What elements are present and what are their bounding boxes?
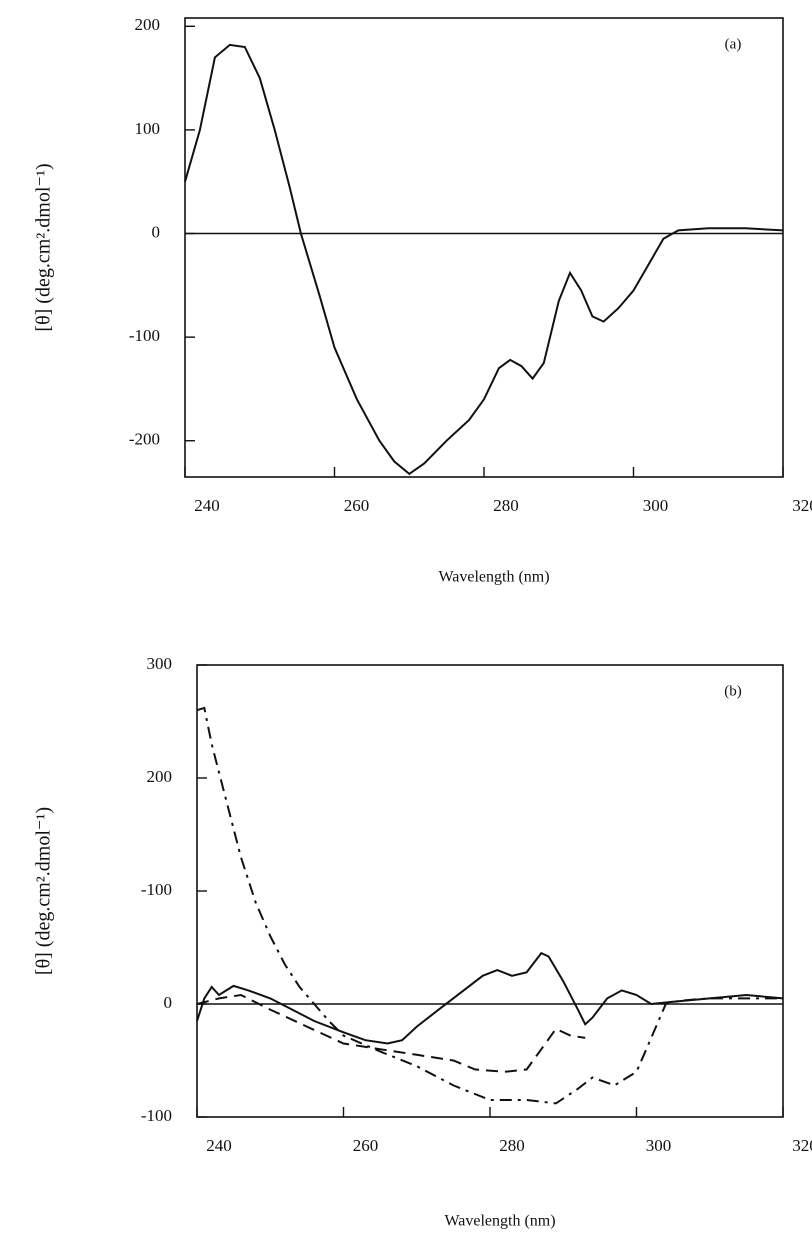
y-axis-label: [θ] (deg.cm².dmol⁻¹)	[33, 807, 55, 975]
x-tick-label: 280	[493, 496, 519, 515]
x-tick-label: 300	[643, 496, 669, 515]
y-axis-label: [θ] (deg.cm².dmol⁻¹)	[33, 163, 55, 331]
x-tick-label: 260	[353, 1136, 379, 1155]
panel-label: (b)	[724, 683, 742, 699]
y-tick-label: 200	[147, 767, 173, 786]
y-tick-label: 200	[135, 15, 161, 34]
y-tick-label: 100	[135, 119, 161, 138]
x-tick-label: 260	[344, 496, 370, 515]
x-tick-label: 320	[792, 1136, 812, 1155]
plot-frame	[184, 17, 784, 478]
panel-label: (a)	[725, 36, 742, 52]
x-axis-label: Wavelength (nm)	[444, 1213, 555, 1230]
x-tick-label: 300	[646, 1136, 672, 1155]
x-tick-label: 240	[194, 496, 220, 515]
data-line	[196, 706, 783, 1105]
x-axis-label: Wavelength (nm)	[438, 569, 549, 586]
y-tick-label: 0	[152, 222, 161, 241]
y-tick-label: -100	[141, 880, 172, 899]
y-tick-label: -100	[141, 1106, 172, 1125]
data-line	[184, 43, 784, 476]
x-tick-label: 320	[792, 496, 812, 515]
y-tick-label: 300	[147, 654, 173, 673]
x-tick-label: 240	[206, 1136, 232, 1155]
plot-frame	[196, 664, 784, 1118]
data-line	[196, 951, 784, 1045]
data-line	[196, 993, 586, 1073]
y-tick-label: 0	[164, 993, 173, 1012]
x-tick-label: 280	[499, 1136, 525, 1155]
y-tick-label: -100	[129, 326, 160, 345]
y-tick-label: -200	[129, 430, 160, 449]
